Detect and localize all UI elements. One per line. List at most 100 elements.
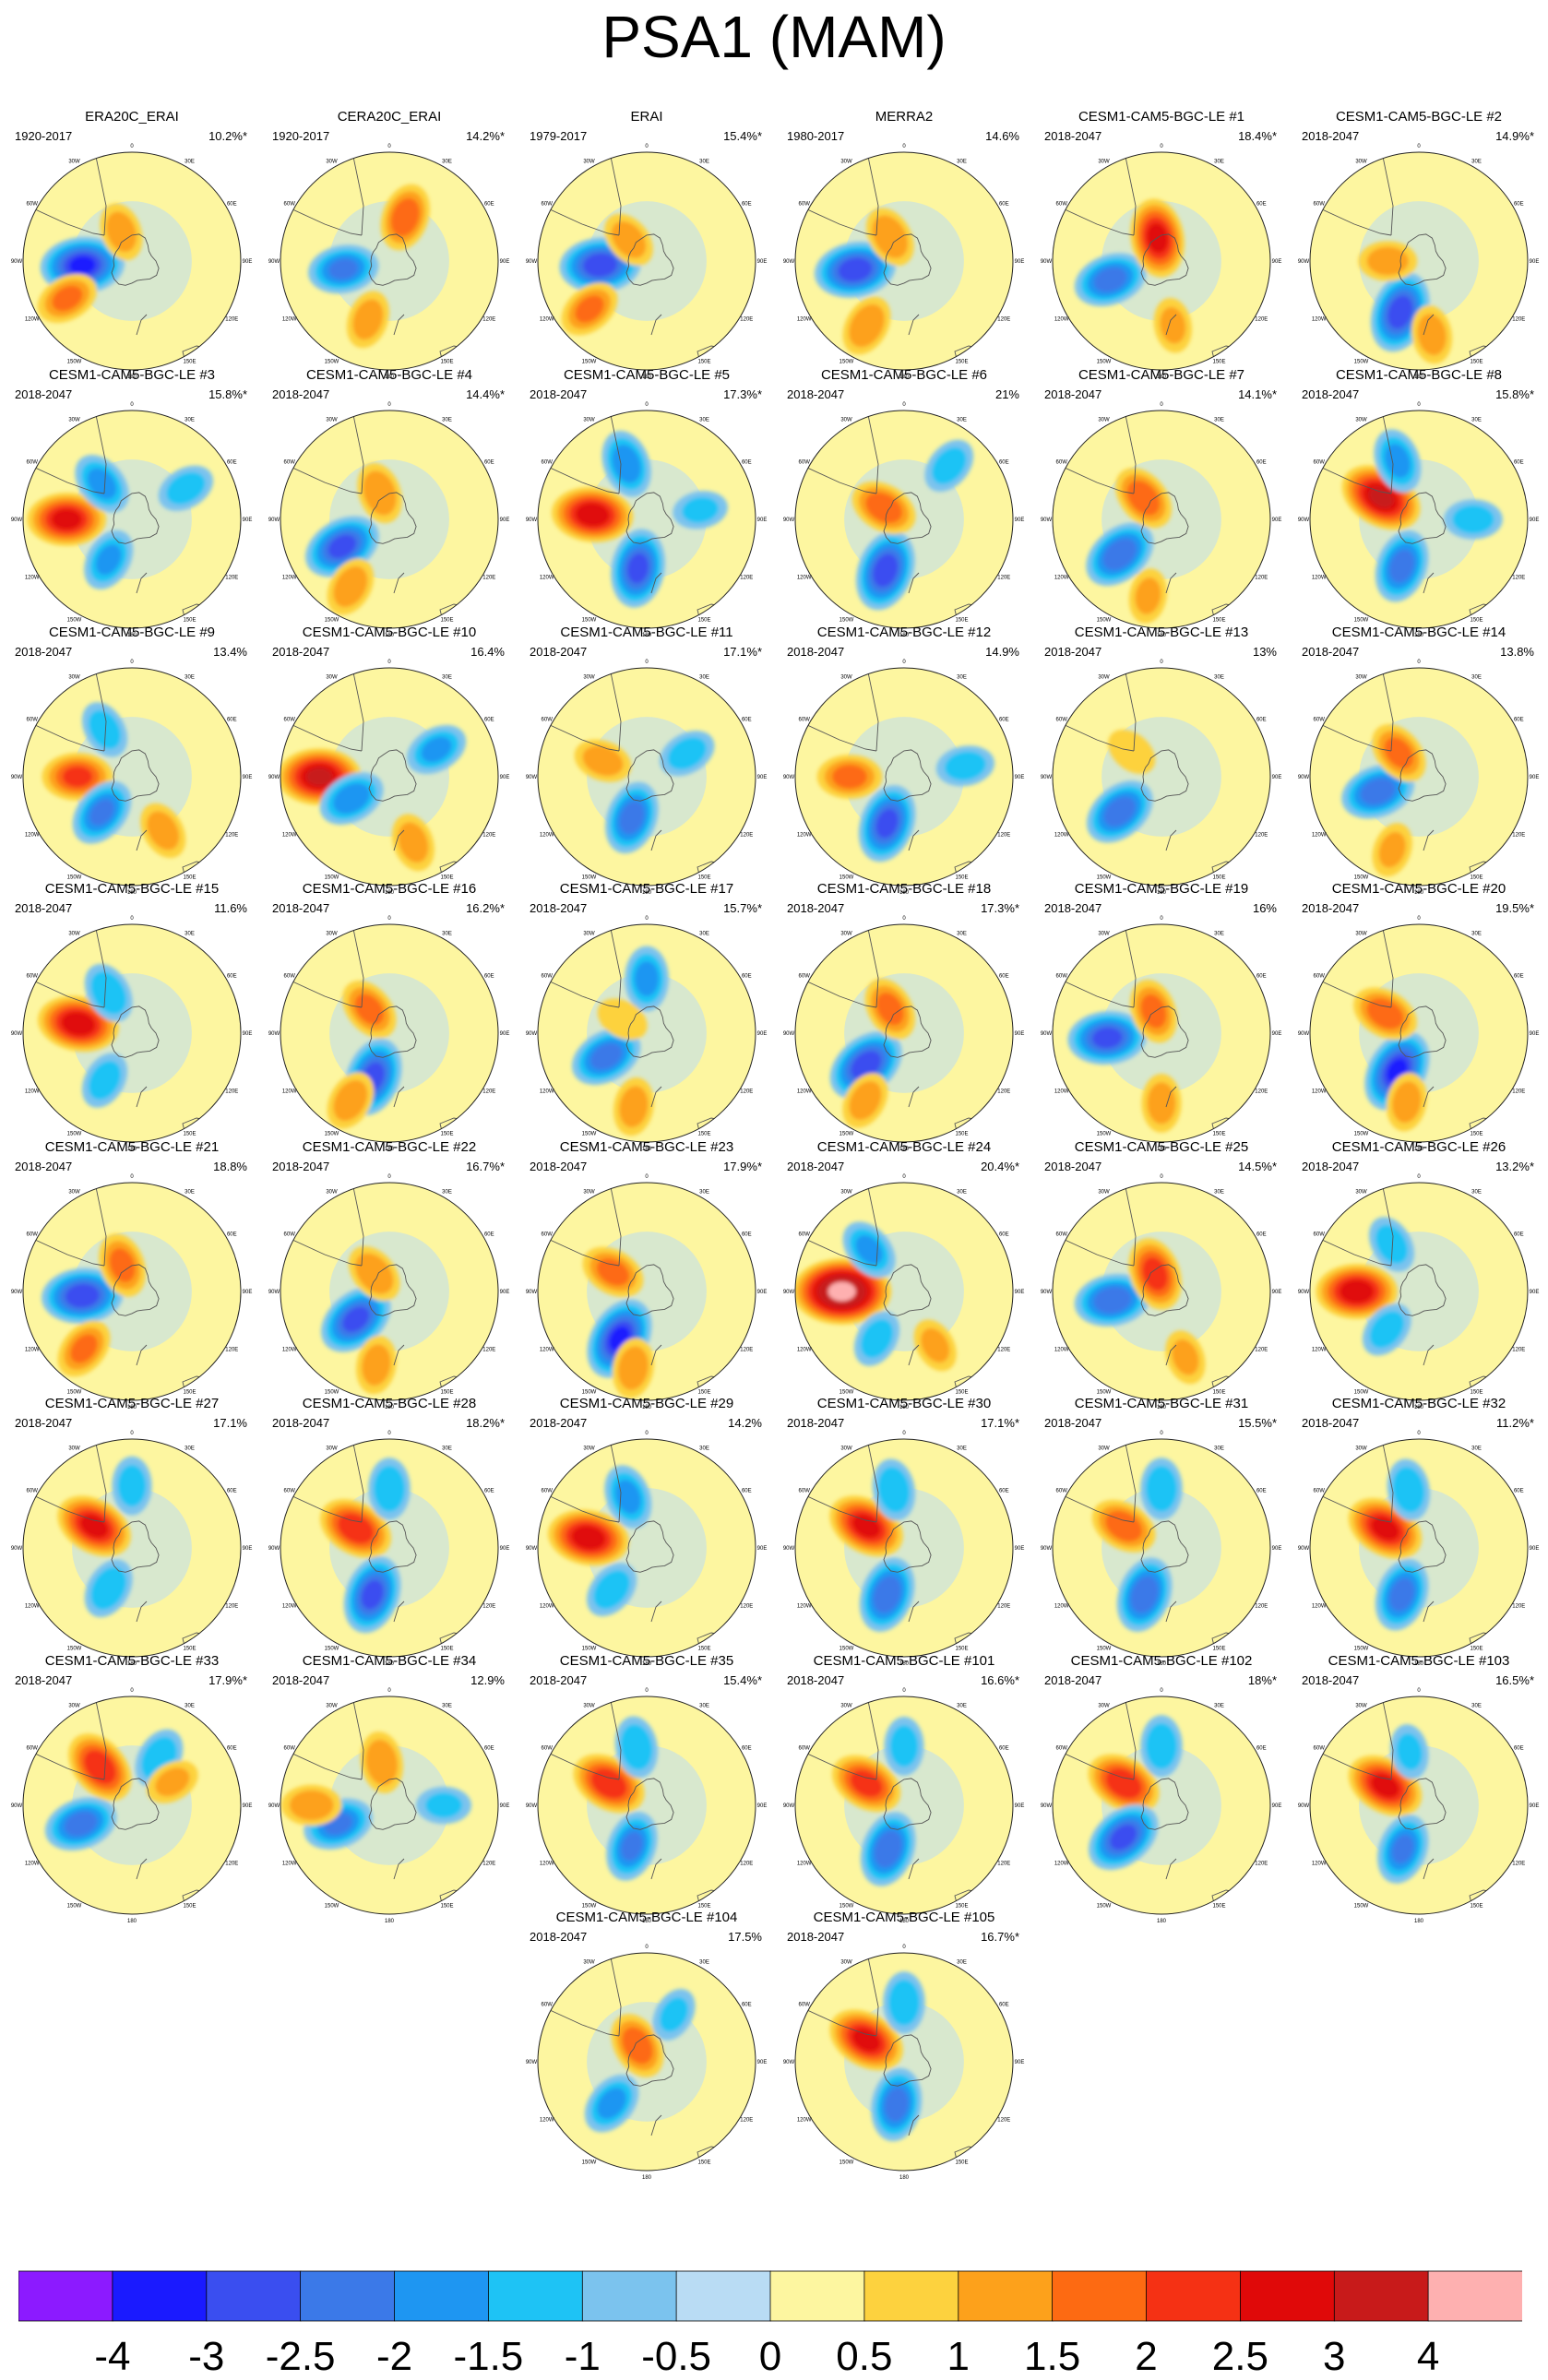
longitude-label: 150W <box>582 359 597 364</box>
longitude-label: 90W <box>268 1803 280 1809</box>
longitude-label: 60E <box>227 460 237 466</box>
longitude-label: 90E <box>500 1546 510 1552</box>
polar-map: 0 30E 60E 90E 120E 150E 180 150W 120W 90W 60W 30W <box>11 1688 253 1924</box>
longitude-label: 120E <box>225 833 238 839</box>
polar-map: 0 30E 60E 90E 120E 150E 180 150W 120W 90W 60W 30W <box>783 1688 1025 1924</box>
longitude-label: 30W <box>68 1704 80 1709</box>
colorbar <box>18 2270 1522 2322</box>
longitude-label: 90E <box>1015 1290 1025 1295</box>
longitude-label: 60W <box>799 2003 811 2008</box>
antarctica-coastline <box>111 492 160 544</box>
longitude-label: 150E <box>955 1903 968 1909</box>
longitude-label: 120E <box>1512 1089 1525 1095</box>
positive-anomaly <box>582 745 624 777</box>
map-border <box>537 667 756 887</box>
longitude-label: 120W <box>1054 1089 1069 1095</box>
panel-title: CESM1-CAM5-BGC-LE #18 <box>816 881 992 897</box>
longitude-label: 120W <box>282 576 297 581</box>
positive-anomaly <box>597 998 648 1041</box>
longitude-label: 120E <box>1512 317 1525 323</box>
longitude-label: 90W <box>526 775 538 780</box>
south-america-coastline <box>1053 924 1137 1008</box>
longitude-label: 180 <box>385 375 395 380</box>
positive-anomaly <box>876 993 904 1026</box>
longitude-label: 90W <box>11 1031 23 1037</box>
positive-anomaly <box>61 1012 96 1036</box>
south-america-coastline <box>280 152 364 236</box>
map-panel: CESM1-CAM5-BGC-LE #28 2018-2047 18.2%* 0 30E… <box>265 1396 514 1667</box>
longitude-label: 90W <box>11 1546 23 1552</box>
positive-anomaly <box>1105 1510 1142 1541</box>
longitude-label: 60W <box>542 202 554 208</box>
longitude-label: 0 <box>130 660 134 665</box>
map-border <box>794 923 1014 1143</box>
south-america-coastline <box>795 411 879 494</box>
longitude-label: 150W <box>1097 875 1112 880</box>
longitude-label: 90W <box>1041 1290 1053 1295</box>
longitude-label: 90W <box>268 518 280 523</box>
longitude-label: 120W <box>540 1089 554 1095</box>
negative-anomaly <box>873 1576 901 1613</box>
longitude-label: 30E <box>1471 418 1482 423</box>
polar-map: 0 30E 60E 90E 120E 150E 180 150W 120W 90W 60W 30W <box>268 916 510 1152</box>
longitude-label: 180 <box>1157 1919 1167 1924</box>
longitude-label: 180 <box>642 890 652 896</box>
longitude-label: 30E <box>185 675 195 681</box>
panel-period: 1980-2017 <box>787 129 845 143</box>
longitude-label: 90E <box>500 1031 510 1037</box>
panel-period: 2018-2047 <box>787 1416 845 1430</box>
longitude-label: 60W <box>1314 1489 1326 1494</box>
longitude-label: 120W <box>1054 833 1069 839</box>
positive-anomaly <box>84 1750 116 1784</box>
antarctica-coastline <box>1140 749 1189 802</box>
panel-title: CESM1-CAM5-BGC-LE #3 <box>48 367 216 383</box>
panel-variance: 15.8%* <box>1495 387 1534 401</box>
longitude-label: 120E <box>1512 1862 1525 1867</box>
map-border <box>22 151 242 371</box>
longitude-label: 120W <box>797 833 812 839</box>
antarctica-coastline <box>1398 1778 1447 1830</box>
antarctica-coastline <box>883 233 932 286</box>
longitude-label: 30W <box>583 932 595 937</box>
positive-anomaly <box>832 765 867 789</box>
panel-period: 1920-2017 <box>272 129 330 143</box>
polar-map: 0 30E 60E 90E 120E 150E 180 150W 120W 90W 60W 30W <box>526 144 768 380</box>
longitude-label: 90E <box>1015 1546 1025 1552</box>
panel-title: CESM1-CAM5-BGC-LE #1 <box>1078 109 1245 125</box>
positive-anomaly <box>1108 729 1156 774</box>
panel-variance: 15.4%* <box>723 129 762 143</box>
panel-title: CESM1-CAM5-BGC-LE #32 <box>1331 1396 1506 1411</box>
antarctica-coastline <box>1140 1006 1189 1058</box>
longitude-label: 30E <box>1471 1190 1482 1196</box>
positive-anomaly <box>52 285 83 312</box>
longitude-label: 90E <box>1015 1031 1025 1037</box>
longitude-label: 60E <box>1514 1232 1524 1238</box>
antarctica-coastline <box>883 1006 932 1058</box>
panel-title: CESM1-CAM5-BGC-LE #13 <box>1074 625 1249 640</box>
longitude-label: 90E <box>1530 775 1540 780</box>
panel-period: 2018-2047 <box>1044 901 1102 915</box>
longitude-label: 90E <box>243 259 253 265</box>
antarctica-coastline <box>1140 1778 1189 1830</box>
longitude-label: 180 <box>899 375 910 380</box>
polar-map: 0 30E 60E 90E 120E 150E 180 150W 120W 90W 60W 30W <box>11 916 253 1152</box>
longitude-label: 180 <box>127 633 137 638</box>
south-america-coastline <box>280 1183 364 1267</box>
antarctica-coastline <box>883 749 932 802</box>
longitude-label: 120E <box>997 1604 1010 1610</box>
panel-period: 2018-2047 <box>15 387 73 401</box>
longitude-label: 90E <box>500 1290 510 1295</box>
longitude-label: 60E <box>227 718 237 723</box>
map-border <box>22 923 242 1143</box>
longitude-label: 120E <box>1512 1604 1525 1610</box>
colorbar-swatch <box>112 2270 208 2322</box>
panel-variance: 17.1%* <box>723 645 762 659</box>
longitude-label: 90E <box>1015 518 1025 523</box>
longitude-label: 0 <box>645 1431 649 1436</box>
longitude-label: 0 <box>130 144 134 149</box>
longitude-label: 60E <box>1256 1746 1267 1752</box>
longitude-label: 60W <box>1314 1746 1326 1752</box>
antarctica-coastline <box>883 492 932 544</box>
longitude-label: 150E <box>955 2160 968 2165</box>
longitude-label: 0 <box>902 1688 906 1694</box>
